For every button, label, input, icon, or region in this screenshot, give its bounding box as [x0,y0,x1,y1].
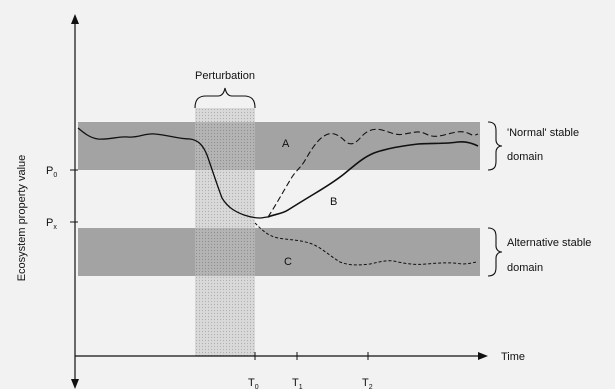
t1-label: T1 [292,377,303,389]
curve-c-dotted [254,222,479,266]
normal-domain-brace [487,121,503,171]
normal-domain-label-line2: domain [507,151,543,163]
p0-label: P0 [46,165,57,179]
perturbation-region-alt-overlap [195,228,255,276]
t0-label: T0 [248,377,259,389]
curve-b-label: B [330,196,337,208]
x-axis-label: Time [501,351,525,363]
perturbation-region-normal-overlap [195,122,255,170]
y-axis-arrow-down [71,379,79,389]
perturbation-brace [194,87,256,109]
x-axis-arrow [478,352,488,360]
px-label: Px [46,217,57,231]
t2-label: T2 [362,377,373,389]
alternative-stable-band [78,228,480,276]
curve-a-label: A [282,138,290,150]
perturbation-label: Perturbation [195,70,255,82]
common-trajectory-curve [77,127,269,219]
alt-domain-label-line2: domain [507,262,543,274]
alt-domain-brace [487,227,503,277]
normal-domain-label-line1: 'Normal' stable [507,127,579,139]
curve-c-label: C [284,256,292,268]
y-axis-arrow-up [71,14,79,24]
y-axis-label: Ecosystem property value [16,155,28,282]
alt-domain-label-line1: Alternative stable [507,237,591,249]
curve-b-solid [267,140,479,218]
normal-stable-band [78,122,480,170]
curve-a-dashed [267,128,479,218]
